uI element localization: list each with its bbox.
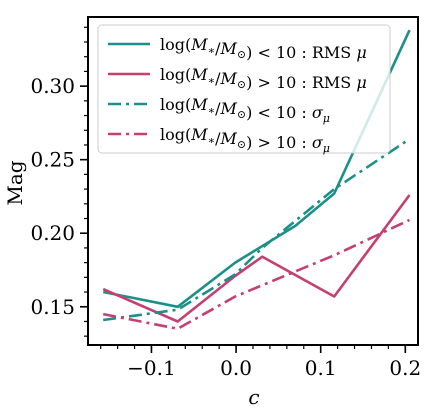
x-tick-label: 0.1 bbox=[305, 356, 337, 380]
y-tick-label: 0.25 bbox=[30, 148, 75, 172]
plot-frame bbox=[87, 16, 419, 346]
legend-label-2: log(M∗/M⊙) > 10 : RMS μ bbox=[160, 65, 367, 92]
y-axis-label: Mag bbox=[3, 160, 27, 205]
legend: log(M∗/M⊙) < 10 : RMS μ log(M∗/M⊙) > 10 :… bbox=[97, 24, 391, 155]
y-tick-label: 0.15 bbox=[30, 295, 75, 319]
y-tick-label: 0.30 bbox=[30, 74, 75, 98]
series-lines bbox=[102, 29, 411, 331]
legend-label-1: log(M∗/M⊙) < 10 : RMS μ bbox=[160, 35, 367, 62]
legend-label-4: log(M∗/M⊙) > 10 : σμ bbox=[160, 125, 330, 155]
x-tick-label: −0.1 bbox=[127, 356, 176, 380]
series-line-4 bbox=[102, 218, 411, 331]
major-ticks: −0.1 0.0 0.1 0.2 0.15 0.20 0.25 0.30 bbox=[30, 74, 421, 380]
x-axis-label: c bbox=[248, 385, 259, 409]
series-line-3 bbox=[103, 138, 411, 322]
x-tick-label: 0.0 bbox=[220, 356, 252, 380]
legend-box bbox=[97, 24, 391, 154]
y-tick-label: 0.20 bbox=[30, 221, 75, 245]
series-line-2 bbox=[102, 194, 411, 323]
legend-label-3: log(M∗/M⊙) < 10 : σμ bbox=[160, 95, 330, 125]
x-tick-label: 0.2 bbox=[389, 356, 421, 380]
